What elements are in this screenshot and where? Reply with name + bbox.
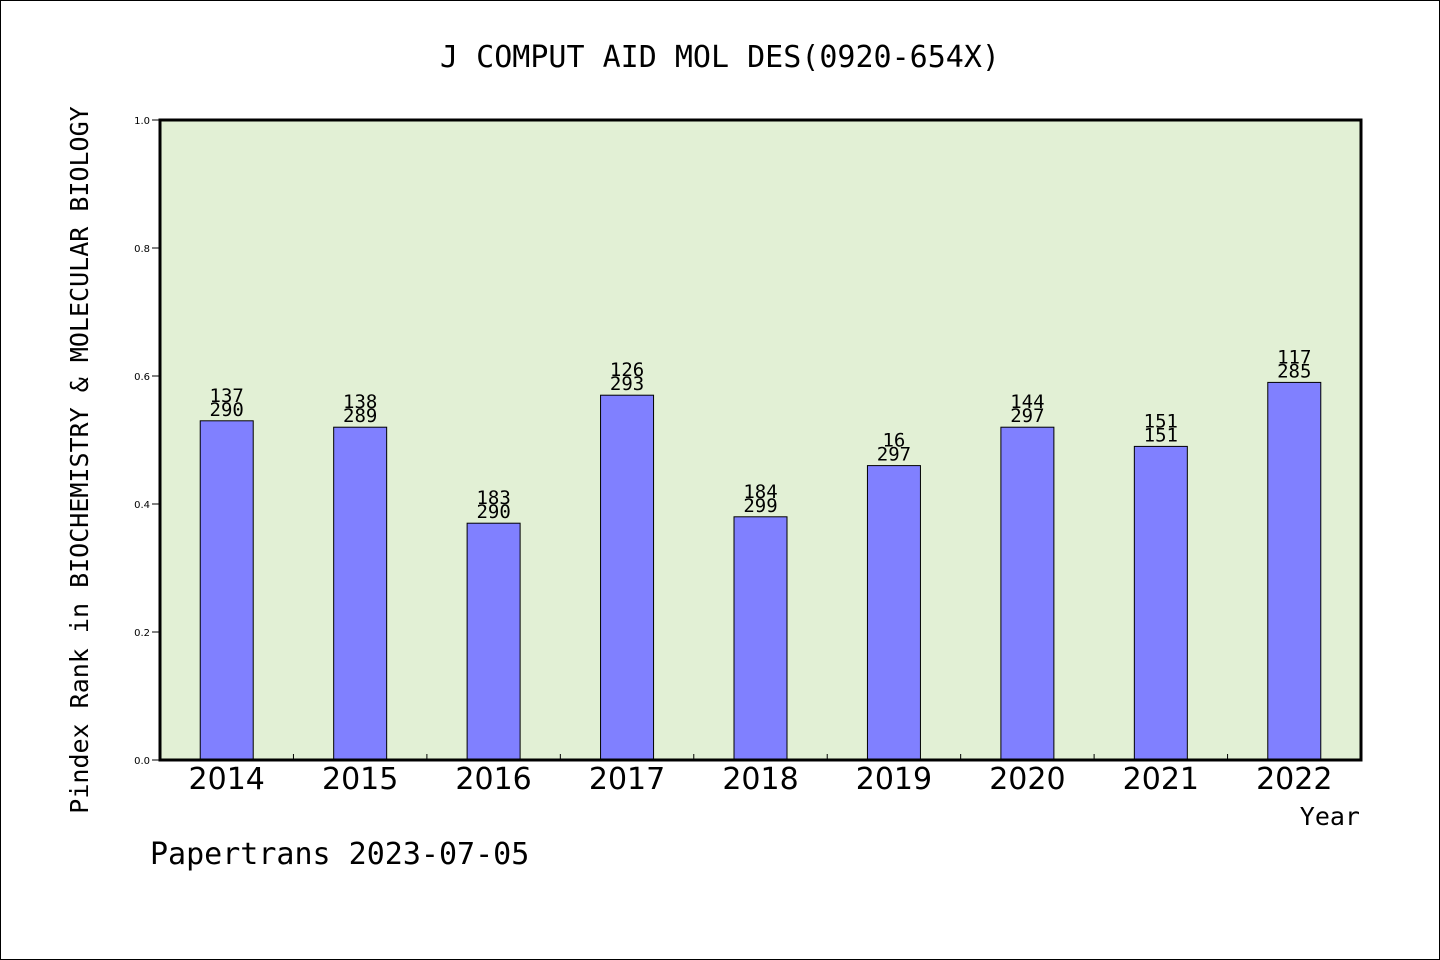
bar-2015 <box>333 426 388 761</box>
y-tick-label: 1.0 <box>134 116 150 127</box>
y-tick-label: 0.8 <box>134 244 150 255</box>
bar-rank-label: 151 <box>1144 410 1178 432</box>
bar-total-label: 297 <box>877 444 911 466</box>
x-tick-label: 2019 <box>856 762 932 797</box>
x-tick-label: 2020 <box>989 762 1065 797</box>
bar-rank-label: 183 <box>476 487 510 509</box>
footer-credit: Papertrans 2023-07-05 <box>150 837 529 872</box>
bar-rank-label: 117 <box>1277 346 1311 368</box>
x-tick-label: 2022 <box>1256 762 1332 797</box>
y-axis-label: Pindex Rank in BIOCHEMISTRY & MOLECULAR … <box>65 106 94 813</box>
x-axis-label: Year <box>1300 802 1360 831</box>
bar-total-label: 297 <box>1010 405 1044 427</box>
bar-total-label: 290 <box>210 399 244 421</box>
bar-2020 <box>1000 426 1055 761</box>
bar-rank-label: 144 <box>1010 391 1044 413</box>
bar-total-label: 285 <box>1277 360 1311 382</box>
x-tick-label: 2016 <box>455 762 531 797</box>
y-tick-label: 0.2 <box>134 628 150 639</box>
x-tick-label: 2018 <box>722 762 798 797</box>
bar-total-label: 290 <box>476 501 510 523</box>
bar-rank-label: 126 <box>610 359 644 381</box>
bar-2014 <box>199 420 254 761</box>
y-tick-label: 0.4 <box>134 500 150 511</box>
bar-rank-label: 137 <box>210 385 244 407</box>
bar-2019 <box>866 465 921 761</box>
bar-2022 <box>1267 381 1322 761</box>
x-tick-label: 2015 <box>322 762 398 797</box>
y-axis-ticks: 0.0 0.2 0.4 0.6 0.8 1.0 <box>134 116 160 767</box>
bar-rank-label: 184 <box>743 481 777 503</box>
bar-rank-label: 16 <box>882 430 905 452</box>
bar-2021 <box>1133 445 1188 761</box>
x-tick-label: 2017 <box>589 762 665 797</box>
bar-2018 <box>733 516 788 761</box>
y-tick-label: 0.6 <box>134 372 150 383</box>
bar-rank-label: 138 <box>343 391 377 413</box>
x-tick-label: 2021 <box>1123 762 1199 797</box>
bar-2016 <box>466 522 521 761</box>
bar-total-label: 299 <box>743 495 777 517</box>
x-tick-label: 2014 <box>189 762 265 797</box>
bar-total-label: 293 <box>610 373 644 395</box>
bar-2017 <box>600 394 655 761</box>
bar-total-label: 289 <box>343 405 377 427</box>
x-axis-ticks: 2014 2015 2016 2017 2018 2019 2020 2021 2022 <box>189 754 1332 797</box>
bar-total-label: 151 <box>1144 424 1178 446</box>
plot-border <box>158 118 1363 762</box>
y-tick-label: 0.0 <box>134 756 150 767</box>
chart-title: J COMPUT AID MOL DES(0920-654X) <box>440 40 1000 75</box>
